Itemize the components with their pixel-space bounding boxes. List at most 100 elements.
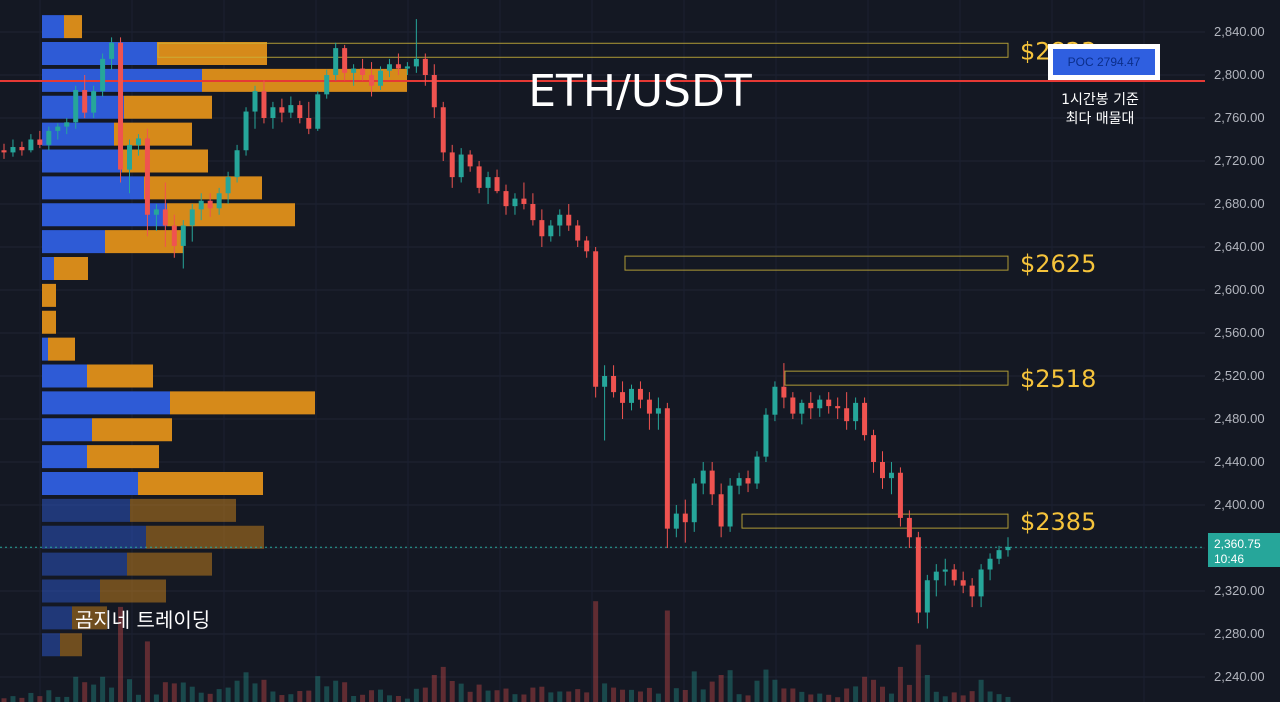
candle-body <box>180 225 186 246</box>
candle-body <box>682 513 688 523</box>
candle-body <box>673 513 679 529</box>
volume-bar <box>960 695 966 702</box>
y-tick-label: 2,480.00 <box>1214 411 1265 426</box>
volume-bar <box>611 687 617 702</box>
volume-bar <box>933 691 939 702</box>
volume-bar <box>234 680 240 702</box>
candle-body <box>817 399 823 409</box>
candle-body <box>933 571 939 581</box>
candle-body <box>880 462 885 479</box>
profile-buy-bar <box>42 122 114 146</box>
candle-body <box>987 558 993 570</box>
candle-body <box>404 66 410 69</box>
volume-bar <box>718 675 724 702</box>
candle-body <box>557 214 563 226</box>
candle-body <box>360 68 366 75</box>
volume-bar <box>620 689 626 702</box>
profile-sell-bar <box>124 95 212 119</box>
volume-bar <box>100 676 106 702</box>
candle-body <box>951 569 957 581</box>
candlesticks <box>1 19 1011 629</box>
last-price-box <box>1208 533 1280 567</box>
volume-bar <box>28 692 34 702</box>
candle-body <box>288 105 294 113</box>
candle-body <box>575 225 581 241</box>
candle-body <box>467 154 473 167</box>
volume-bar <box>629 689 634 702</box>
candle-body <box>270 107 276 118</box>
volume-bar <box>171 683 177 702</box>
candle-body <box>279 107 285 113</box>
volume-bar <box>853 686 859 702</box>
volume-bar <box>252 683 258 702</box>
volume-bar <box>745 695 751 702</box>
candle-body <box>342 48 348 73</box>
profile-sell-bar <box>60 633 82 657</box>
profile-buy-bar <box>42 606 72 630</box>
volume-bar <box>19 697 25 702</box>
profile-buy-bar <box>42 257 54 280</box>
y-tick-label: 2,400.00 <box>1214 497 1265 512</box>
volume-bar <box>1005 696 1011 702</box>
candle-body <box>135 138 141 145</box>
candle-body <box>808 402 814 409</box>
last-price-value: 2,360.75 <box>1214 537 1261 551</box>
candle-body <box>915 537 921 613</box>
poc-box <box>1053 49 1155 75</box>
level-zone <box>741 513 1009 529</box>
candle-body <box>225 177 231 194</box>
candle-body <box>422 58 428 75</box>
profile-sell-bar <box>48 337 75 361</box>
candle-body <box>297 105 303 118</box>
profile-sell-bar <box>146 525 264 549</box>
level-label: $2385 <box>1020 508 1096 536</box>
volume-bar <box>395 696 401 702</box>
volume-bar <box>799 691 805 702</box>
candle-body <box>485 177 491 188</box>
volume-bar <box>135 694 141 702</box>
volume-bar <box>924 675 930 702</box>
volume-bar <box>844 688 850 702</box>
volume-bar <box>915 644 921 702</box>
volume-bar <box>207 693 213 702</box>
last-price-countdown: 10:46 <box>1214 552 1244 566</box>
candle-body <box>10 147 16 153</box>
candle-body <box>584 240 590 252</box>
candle-body <box>118 42 124 170</box>
volume-bar <box>153 694 159 702</box>
level-zone <box>157 42 1009 58</box>
volume-bar <box>709 681 715 702</box>
volume-bars <box>1 601 1011 702</box>
profile-buy-bar <box>42 472 138 495</box>
y-tick-label: 2,520.00 <box>1214 368 1265 383</box>
candle-body <box>494 177 500 192</box>
volume-bar <box>727 670 733 702</box>
volume-bar <box>162 682 168 702</box>
volume-bar <box>64 696 70 702</box>
candle-body <box>754 456 760 484</box>
volume-bar <box>637 691 643 702</box>
candle-body <box>942 569 948 572</box>
profile-sell-bar <box>170 391 315 415</box>
candle-body <box>548 225 554 237</box>
volume-bar <box>360 694 366 702</box>
candle-body <box>82 90 88 113</box>
candle-body <box>73 90 79 123</box>
volume-bar <box>55 696 61 702</box>
candle-body <box>189 209 195 226</box>
volume-bar <box>351 696 357 702</box>
candle-body <box>198 200 204 210</box>
volume-bar <box>324 686 330 702</box>
volume-bar <box>700 689 706 702</box>
candle-body <box>1005 546 1011 551</box>
volume-bar <box>539 686 545 702</box>
candle-body <box>324 75 330 95</box>
volume-bar <box>897 666 903 702</box>
candle-body <box>144 138 150 215</box>
candle-body <box>736 478 742 486</box>
volume-bar <box>467 691 473 702</box>
volume-bar <box>118 606 124 702</box>
last-price-tag: 2,360.75 10:46 <box>1208 533 1280 567</box>
volume-bar <box>198 692 204 702</box>
